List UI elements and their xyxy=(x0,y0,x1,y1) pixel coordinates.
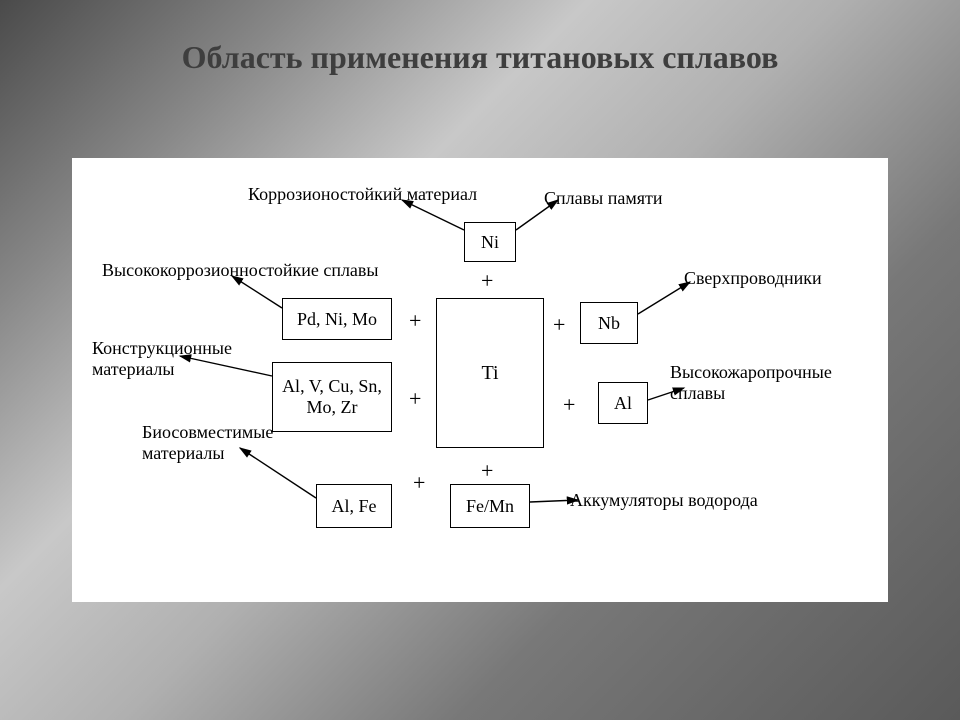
node-ni: Ni xyxy=(464,222,516,262)
plus-symbol: + xyxy=(409,308,421,334)
diagram-panel: Ti Ni Pd, Ni, Mo Al, V, Cu, Sn, Mo, Zr A… xyxy=(72,158,888,602)
node-ti: Ti xyxy=(436,298,544,448)
label-super: Сверхпроводники xyxy=(684,268,822,289)
plus-symbol: + xyxy=(481,268,493,294)
label-heat: Высокожаропрочные сплавы xyxy=(670,362,832,403)
plus-symbol: + xyxy=(553,312,565,338)
label-hicorr: Высококоррозионностойкие сплавы xyxy=(102,260,379,281)
node-al: Al xyxy=(598,382,648,424)
node-femn: Fe/Mn xyxy=(450,484,530,528)
label-corr: Коррозионостойкий материал xyxy=(248,184,477,205)
plus-symbol: + xyxy=(563,392,575,418)
plus-symbol: + xyxy=(481,458,493,484)
plus-symbol: + xyxy=(409,386,421,412)
label-constr: Конструкционные материалы xyxy=(92,338,232,379)
node-nb: Nb xyxy=(580,302,638,344)
page-title: Область применения титановых сплавов xyxy=(0,38,960,76)
label-hydro: Аккумуляторы водорода xyxy=(570,490,758,511)
node-alfe: Al, Fe xyxy=(316,484,392,528)
node-alv: Al, V, Cu, Sn, Mo, Zr xyxy=(272,362,392,432)
label-memory: Сплавы памяти xyxy=(544,188,663,209)
plus-symbol: + xyxy=(413,470,425,496)
label-bio: Биосовместимые материалы xyxy=(142,422,273,463)
node-pdnimo: Pd, Ni, Mo xyxy=(282,298,392,340)
